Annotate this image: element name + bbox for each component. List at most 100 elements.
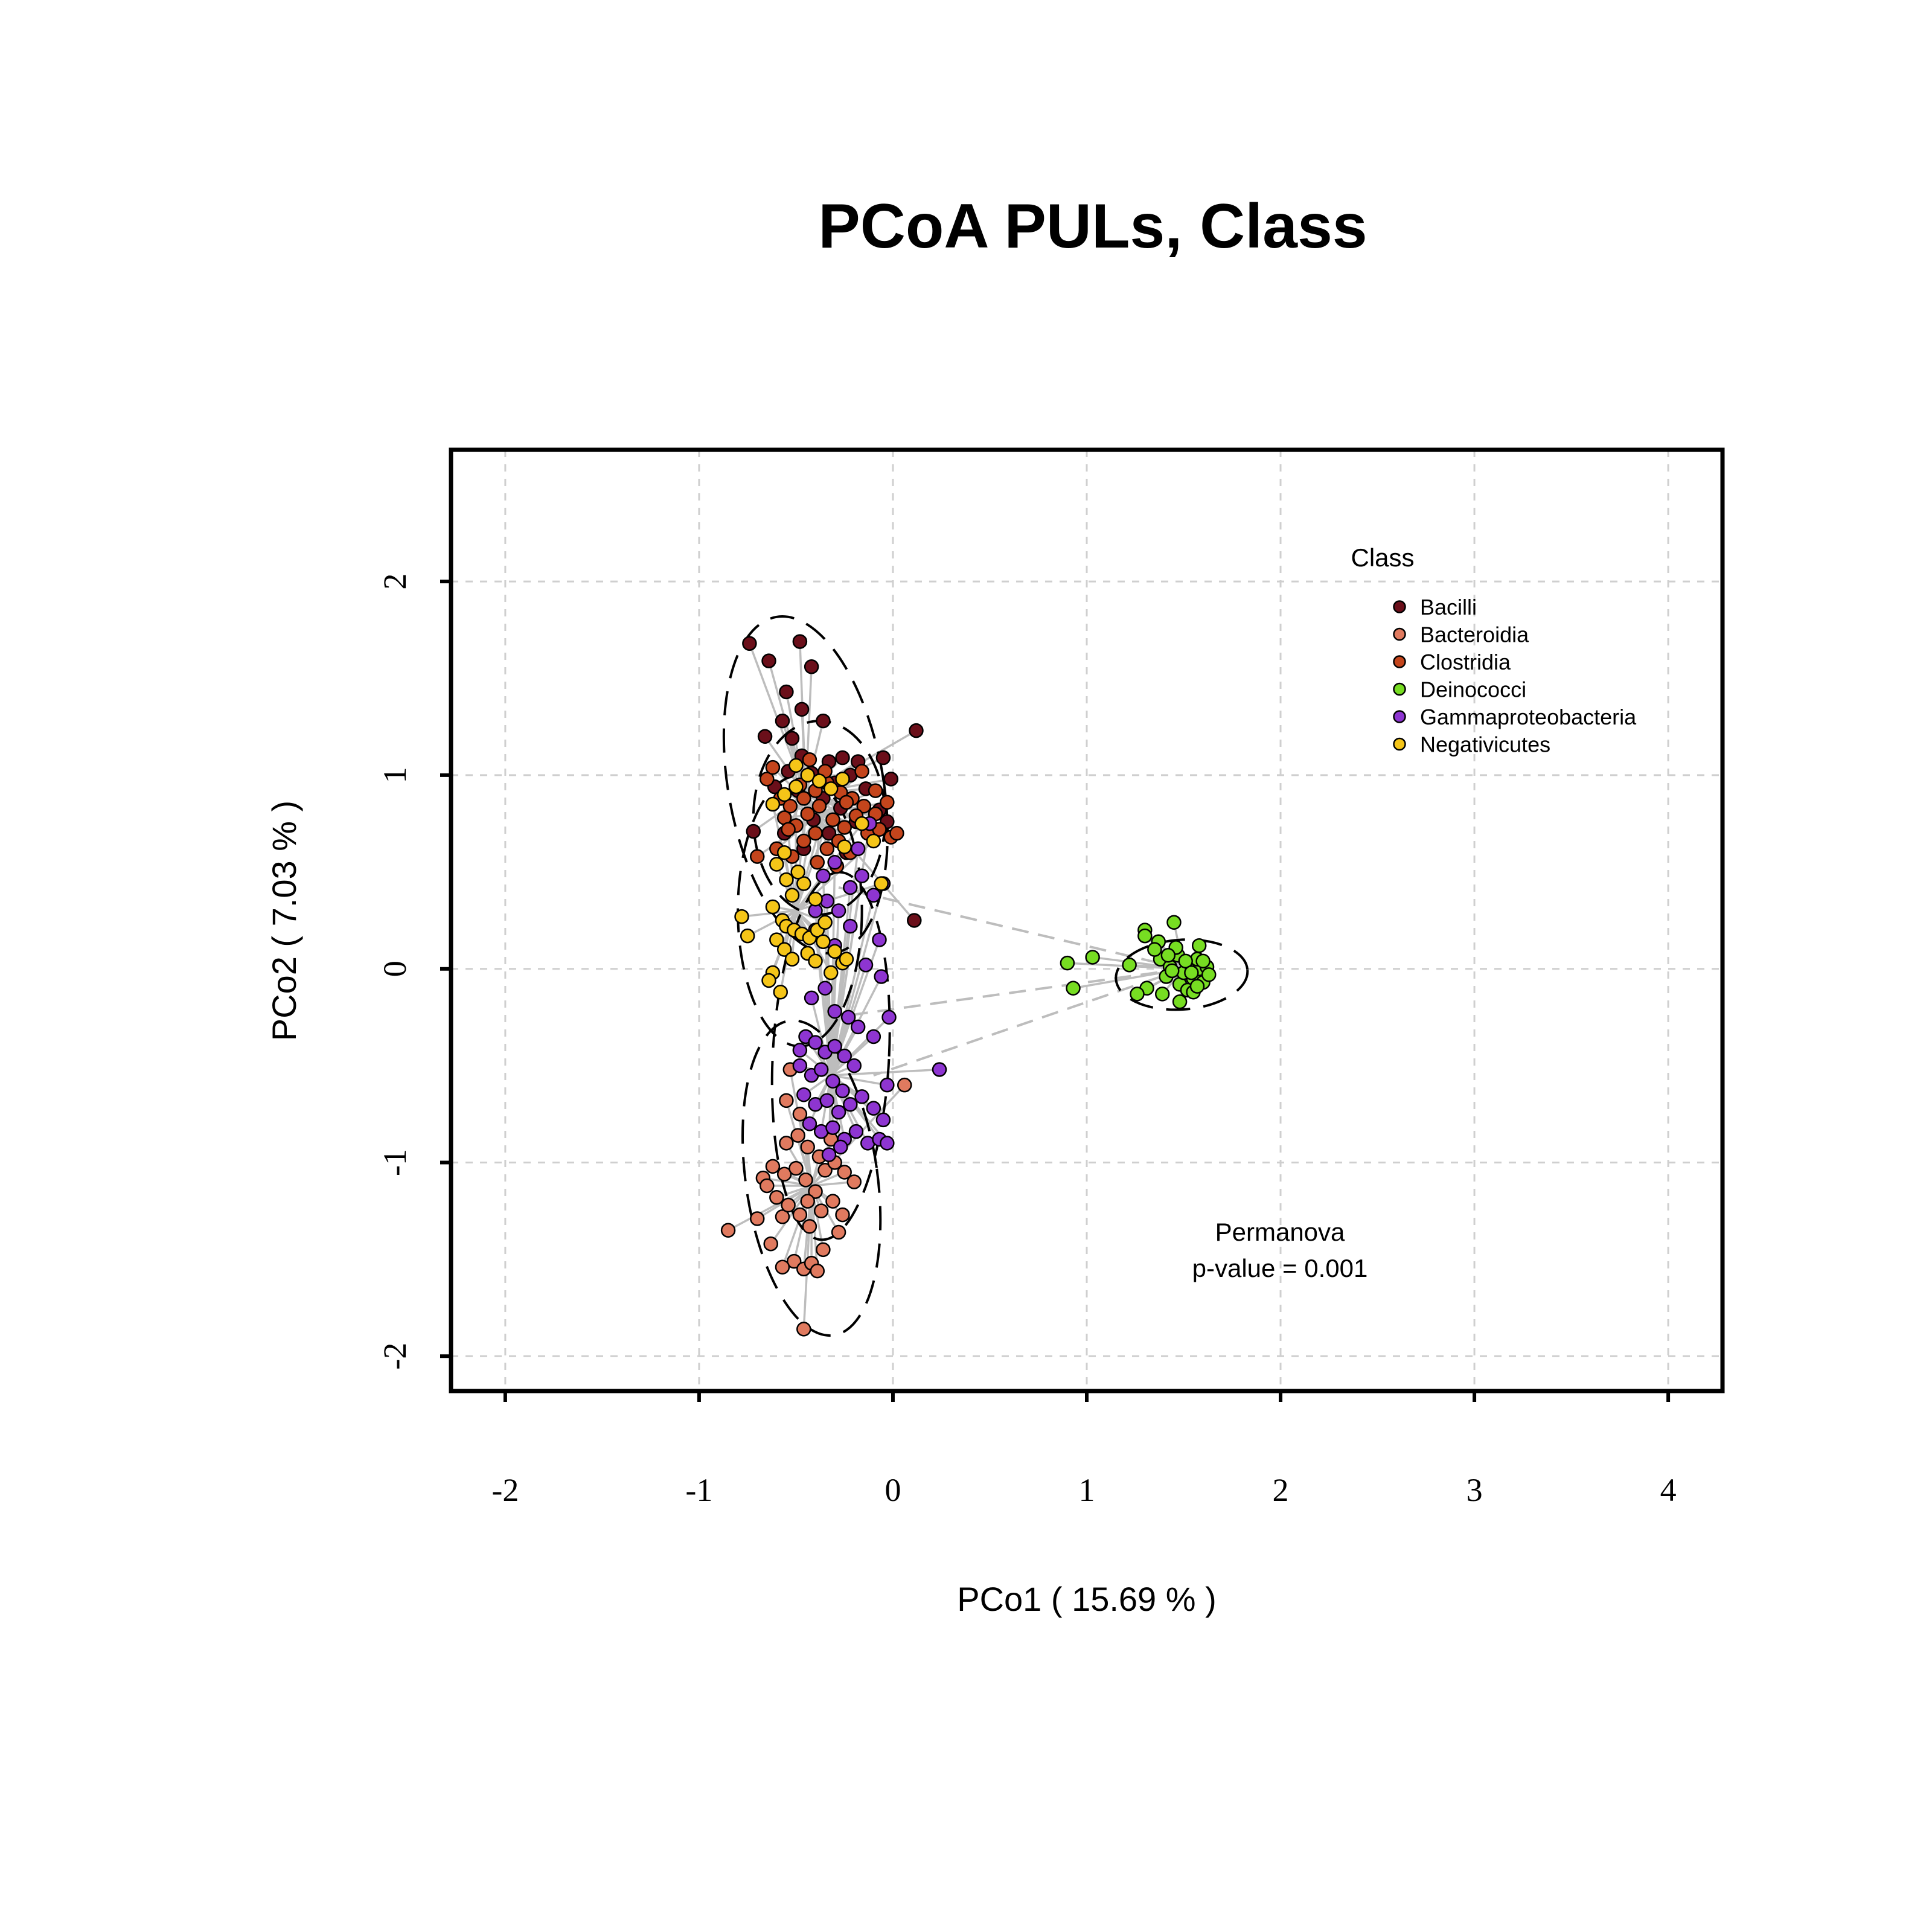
point-gammaproteobacteria-18 [802,1116,817,1131]
y-tick-label-2: 0 [377,961,413,977]
x-axis: -2 -1 0 1 2 3 4 [491,1391,1677,1508]
point-bacteroidia-25 [769,1189,784,1205]
point-bacilli-13 [835,750,850,766]
point-clostridia-10 [880,795,895,810]
point-clostridia-34 [889,825,904,841]
legend-label-bacteroidia: Bacteroidia [1420,622,1529,647]
point-bacteroidia-4 [786,1253,802,1269]
point-gammaproteobacteria-38 [843,918,858,934]
point-clostridia-32 [765,760,781,775]
point-deinococci-33 [1160,947,1176,963]
point-clostridia-8 [856,798,872,814]
point-bacilli-35 [907,913,922,928]
connector-line-0 [838,886,1184,970]
point-clostridia-36 [781,822,796,837]
point-negativicutes-33 [811,773,827,788]
x-tick-label-5: 3 [1467,1472,1483,1508]
point-gammaproteobacteria-15 [843,1096,858,1112]
x-tick-label-2: 0 [884,1472,901,1508]
point-gammaproteobacteria-13 [819,1093,835,1108]
spoke-gammaproteobacteria-48 [830,1074,888,1086]
point-negativicutes-25 [779,872,794,888]
point-bacilli-15 [875,750,891,766]
point-bacteroidia-28 [800,1139,815,1155]
legend-label-negativicutes: Negativicutes [1420,732,1550,757]
point-gammaproteobacteria-16 [854,1089,869,1104]
point-gammaproteobacteria-1 [808,1035,823,1050]
point-deinococci-29 [1147,942,1162,957]
point-negativicutes-32 [800,767,815,783]
point-bacilli-2 [761,653,776,668]
point-bacteroidia-1 [749,1211,765,1226]
point-bacteroidia-39 [800,1194,815,1209]
point-bacteroidia-35 [760,1178,775,1194]
point-deinococci-24 [1201,967,1217,982]
point-deinococci-0 [1060,955,1075,971]
point-negativicutes-35 [835,772,850,787]
x-tick-label-6: 4 [1660,1472,1677,1508]
point-bacilli-8 [757,729,773,744]
point-gammaproteobacteria-25 [880,1136,895,1151]
point-clostridia-15 [825,812,840,827]
point-gammaproteobacteria-17 [866,1101,881,1116]
point-bacteroidia-38 [775,1259,790,1275]
point-bacteroidia-26 [779,1136,794,1151]
point-clostridia-14 [811,798,827,814]
point-negativicutes-41 [817,915,833,930]
legend-marker-clostridia [1393,655,1406,668]
connector-line-2 [873,967,1185,1077]
point-deinococci-1 [1085,950,1100,965]
point-gammaproteobacteria-45 [850,1019,866,1035]
spoke-gammaproteobacteria-53 [830,823,871,1076]
point-gammaproteobacteria-20 [825,1120,840,1135]
point-negativicutes-15 [827,944,842,959]
legend-label-bacilli: Bacilli [1420,595,1477,619]
x-tick-label-0: -2 [491,1472,519,1508]
point-deinococci-26 [1172,994,1188,1009]
legend-title: Class [1351,543,1414,572]
point-bacteroidia-11 [776,1166,792,1182]
y-tick-label-4: 2 [377,574,413,590]
point-negativicutes-28 [776,845,792,860]
legend-marker-bacilli [1393,600,1406,613]
legend-marker-deinococci [1393,682,1406,696]
point-negativicutes-40 [874,876,889,891]
spoke-negativicutes-1 [747,909,797,937]
connector-line-1 [834,967,1184,1019]
legend-marker-negativicutes [1393,737,1406,751]
point-bacteroidia-14 [808,1184,823,1199]
point-negativicutes-36 [788,758,804,773]
point-bacteroidia-13 [798,1172,813,1188]
point-gammaproteobacteria-54 [872,932,887,947]
point-bacteroidia-19 [781,1197,796,1213]
legend: Class Bacilli Bacteroidia Clostridia Deinoc… [1351,543,1637,757]
point-deinococci-25 [1154,987,1170,1002]
point-clostridia-2 [782,798,798,814]
point-negativicutes-20 [761,973,776,988]
point-negativicutes-11 [776,942,792,957]
point-negativicutes-30 [776,787,792,802]
point-negativicutes-31 [788,779,804,795]
point-negativicutes-17 [823,965,839,980]
chart-title: PCoA PULs, Class [818,191,1367,261]
point-gammaproteobacteria-47 [932,1062,947,1077]
point-bacteroidia-22 [813,1203,829,1218]
spoke-bacteroidia-32 [785,1100,813,1186]
point-negativicutes-22 [784,888,800,903]
point-gammaproteobacteria-49 [875,1112,891,1128]
point-clostridia-3 [796,791,811,806]
point-negativicutes-26 [790,865,805,880]
x-tick-label-3: 1 [1079,1472,1095,1508]
spoke-gammaproteobacteria-55 [830,1016,890,1076]
point-negativicutes-37 [854,816,869,831]
point-gammaproteobacteria-32 [854,868,869,883]
point-bacilli-29 [746,824,761,839]
point-gammaproteobacteria-9 [825,1073,840,1089]
point-gammaproteobacteria-31 [843,880,858,895]
y-axis: -2 -1 0 1 2 [377,574,451,1370]
legend-label-gammaproteobacteria: Gammaproteobacteria [1420,705,1637,729]
y-axis-label: PCo2 ( 7.03 % ) [265,801,303,1041]
point-bacteroidia-23 [825,1194,840,1209]
point-negativicutes-1 [740,928,755,944]
spoke-negativicutes-27 [775,863,798,912]
